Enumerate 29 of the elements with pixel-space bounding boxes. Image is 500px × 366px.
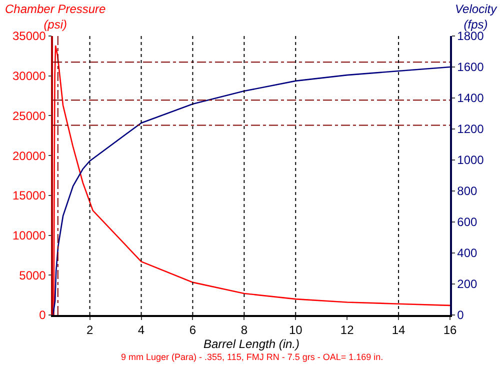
y-tick-label: 35000 [12,29,46,44]
x-tick-label: 16 [443,323,457,338]
y-tick-label: 20000 [12,148,46,163]
y2-tick-label: 800 [457,184,478,198]
x-tick-label: 12 [340,323,354,338]
y-tick-label: 5000 [19,268,46,282]
y-tick-label: 15000 [12,188,46,203]
y2-tick-label: 600 [457,215,478,230]
x-tick-label: 2 [86,323,94,338]
y-axis-title: Chamber Pressure (psi) [5,2,106,32]
x-tick-label: 10 [288,323,303,338]
y2-axis-title: Velocity (fps) [455,2,498,32]
text: 9 mm Luger (Para) - .355, 115, FMJ RN - 7.5 grs - OAL= 1.169 in. [121,352,384,362]
y2-tick-label: 1000 [457,153,484,168]
x-tick-label: 6 [189,323,196,338]
y2-tick-label: 1600 [457,60,484,74]
x-axis-title: Barrel Length (in.) [203,337,300,352]
y2-tick-label: 1400 [457,91,484,106]
y2-tick-label: 1200 [457,122,484,136]
y2-tick-label: 400 [457,246,478,260]
y-tick-label: 10000 [12,228,46,242]
x-tick-label: 14 [392,323,406,338]
y2-tick-label: 200 [457,277,478,292]
y2-tick-label: 0 [457,308,464,322]
x-tick-label: 8 [240,323,248,338]
y-tick-label: 25000 [12,108,46,123]
x-tick-label: 4 [138,323,145,338]
y-tick-label: 0 [39,308,46,322]
y-tick-label: 30000 [12,69,46,84]
